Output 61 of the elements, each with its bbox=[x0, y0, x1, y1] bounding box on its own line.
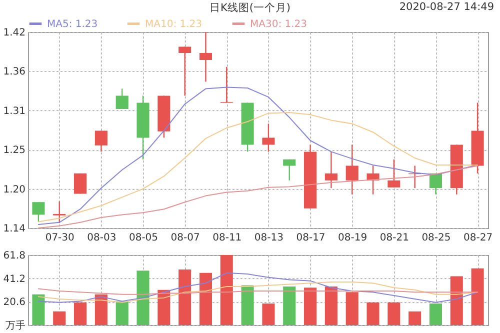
bar bbox=[74, 302, 87, 325]
bar bbox=[346, 292, 358, 325]
candlestick bbox=[199, 31, 212, 82]
x-tick-label: 08-25 bbox=[422, 232, 451, 244]
y-tick-label: 1.25 bbox=[3, 145, 26, 156]
candlestick bbox=[178, 46, 192, 96]
x-tick-label: 08-27 bbox=[464, 232, 493, 244]
x-tick-label: 08-17 bbox=[296, 232, 326, 244]
y-tick-label: 41.2 bbox=[3, 274, 26, 285]
y-tick-label: 61.8 bbox=[3, 250, 26, 262]
bar bbox=[366, 302, 380, 325]
x-tick-label: 08-11 bbox=[212, 232, 242, 244]
bar bbox=[262, 303, 275, 325]
candlestick bbox=[94, 130, 108, 152]
candlestick bbox=[388, 158, 400, 188]
legend-label: MA30: 1.23 bbox=[250, 18, 308, 30]
y-tick-label: 万手 bbox=[6, 320, 26, 332]
y-tick-label: 1.14 bbox=[3, 224, 26, 234]
candlestick bbox=[324, 151, 338, 189]
x-tick-label: 08-03 bbox=[87, 232, 116, 244]
bar bbox=[158, 290, 170, 325]
x-tick-label: 08-05 bbox=[128, 232, 158, 244]
bar bbox=[429, 303, 442, 325]
bar bbox=[116, 301, 128, 325]
x-tick-label: 08-07 bbox=[170, 232, 200, 244]
bar bbox=[471, 268, 484, 325]
bar bbox=[199, 272, 212, 325]
bar bbox=[94, 294, 108, 325]
y-tick-label: 1.36 bbox=[3, 66, 26, 78]
y-tick-label: 1.42 bbox=[3, 28, 26, 38]
bar bbox=[388, 302, 400, 325]
bar bbox=[324, 286, 338, 325]
y-tick-label: 1.31 bbox=[3, 106, 26, 117]
bar bbox=[32, 294, 45, 325]
bar bbox=[408, 311, 422, 325]
candlestick bbox=[116, 88, 128, 110]
candlestick bbox=[53, 200, 66, 224]
text: MA5: 1.23 bbox=[47, 18, 98, 30]
x-tick-label: 08-21 bbox=[380, 232, 409, 244]
bar bbox=[178, 270, 192, 325]
candlestick bbox=[346, 144, 358, 195]
bar bbox=[136, 270, 150, 325]
bar bbox=[283, 286, 296, 325]
bar bbox=[53, 311, 66, 325]
candlestick bbox=[262, 123, 275, 152]
x-tick-label: 08-13 bbox=[254, 232, 284, 244]
y-tick-label: 20.6 bbox=[3, 297, 26, 308]
text: 2020-08-27 14:49 bbox=[399, 1, 494, 13]
bar bbox=[241, 285, 254, 325]
y-tick-label: 1.20 bbox=[3, 184, 26, 196]
legend-label: MA10: 1.23 bbox=[145, 18, 202, 30]
x-tick-label: 07-30 bbox=[45, 232, 74, 244]
candlestick bbox=[283, 158, 296, 181]
line-series bbox=[38, 272, 478, 303]
bar bbox=[450, 276, 463, 325]
bar bbox=[220, 255, 233, 325]
x-tick-label: 08-19 bbox=[338, 232, 368, 244]
bar bbox=[304, 288, 317, 325]
line-series bbox=[38, 281, 478, 303]
chart-title: 日K线图(一个月) bbox=[209, 2, 291, 14]
candlestick bbox=[32, 202, 45, 222]
